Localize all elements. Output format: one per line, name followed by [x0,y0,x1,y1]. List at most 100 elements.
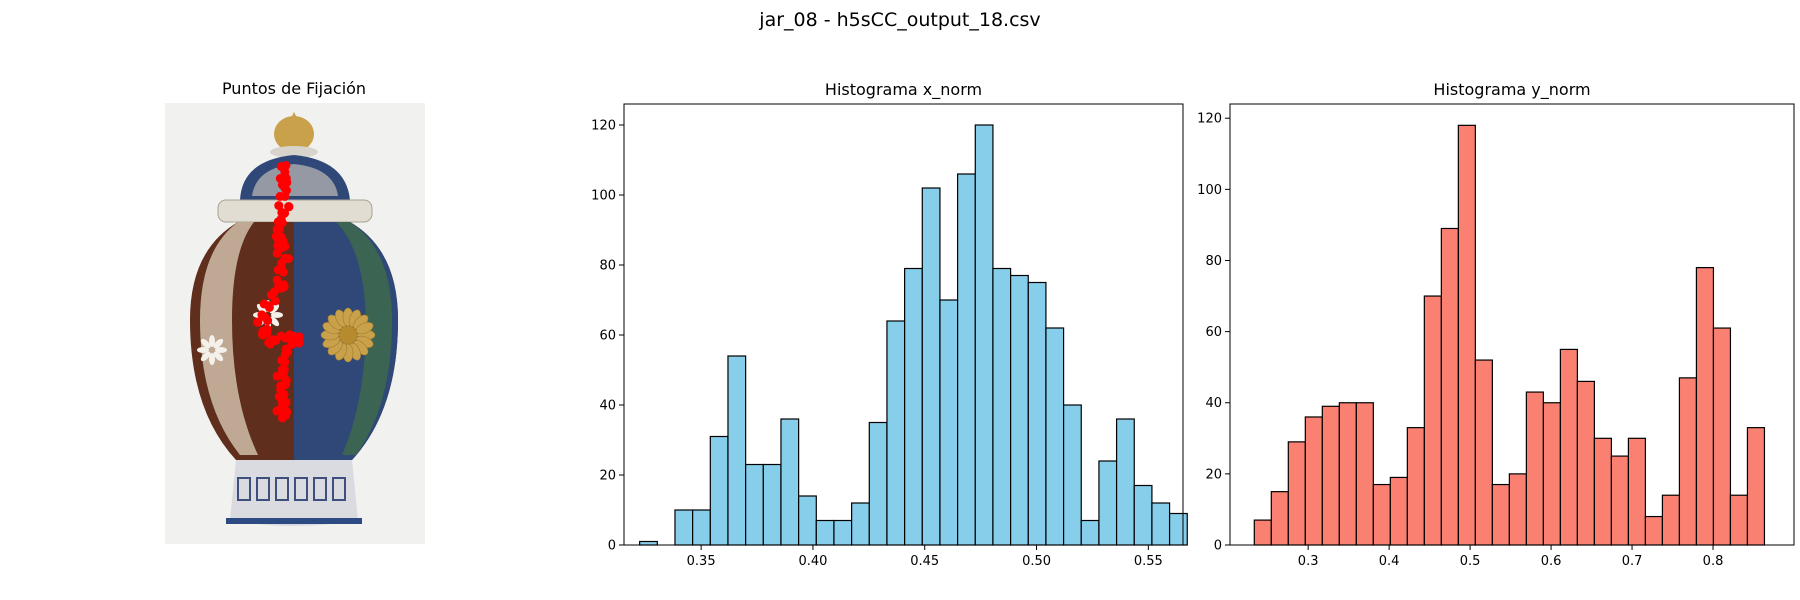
x-tick-label: 0.8 [1703,554,1724,569]
fixation-point [274,201,284,211]
histogram-bar [1151,502,1171,546]
histogram-x-norm: Histograma x_norm 0.35 0.40 0.45 0.50 0.55 0 20… [591,80,1188,569]
y-tick-label: 120 [1197,112,1222,127]
fixation-point [281,410,291,420]
histogram-bar [1440,227,1459,546]
histogram-bar [851,502,870,546]
histogram-bar [762,463,782,546]
histogram-bar [1389,476,1408,546]
histogram-bar [1559,348,1578,546]
histogram-bar [1508,473,1527,546]
y-tick-label: 60 [599,329,616,344]
x-tick-label: 0.5 [1460,554,1481,569]
histogram-bar [1406,427,1425,546]
histogram-bar [974,124,994,546]
histogram-bar [1474,359,1493,546]
fixation-point [276,331,286,341]
y-tick-label: 0 [608,539,616,554]
y-tick-label: 20 [1205,467,1222,482]
image-panel-title: Puntos de Fijación [222,79,366,98]
x-tick-label: 0.55 [1134,554,1163,569]
chart-title-histograma-y-norm: Histograma y_norm [1433,80,1590,100]
histogram-bar [780,418,800,546]
histogram-bar [992,267,1012,546]
histogram-bar [1678,377,1698,546]
y-tick-label: 20 [599,469,616,484]
fixation-point [284,254,293,264]
histogram-bar [921,187,941,546]
y-tick-label: 80 [599,259,616,274]
x-tick-label: 0.7 [1622,554,1643,569]
y-tick-label: 80 [1205,254,1222,269]
histogram-bar [886,320,906,546]
histogram-bar [1627,437,1647,546]
y-tick-label: 0 [1214,539,1222,554]
histogram-bar [868,421,888,546]
fixation-point [272,371,282,381]
x-tick-label: 0.3 [1298,554,1319,569]
x-tick-label: 0.50 [1022,554,1051,569]
histogram-bar [1525,391,1544,546]
fixation-point [253,317,263,327]
histogram-bar [674,509,694,546]
histogram-bar [1304,416,1323,546]
x-tick-label: 0.45 [910,554,939,569]
histogram-bar [727,355,747,546]
histogram-bar [904,267,923,546]
image-panel: Puntos de Fijación [165,79,425,544]
fixation-point [258,329,268,339]
histogram-bar [1287,441,1306,546]
histogram-bar [1661,494,1681,546]
fixation-point [272,406,282,416]
x-tick-label: 0.6 [1541,554,1562,569]
x-tick-label: 0.40 [798,554,827,569]
figure-suptitle: jar_08 - h5sCC_output_18.csv [758,9,1040,31]
histogram-bar [1133,484,1153,546]
histogram-bar [1372,483,1391,546]
histogram-bar [1009,274,1029,546]
histogram-bar [1355,402,1374,546]
histogram-bar [692,509,711,546]
histogram-bar [1712,327,1732,546]
histogram-bar [1457,124,1476,546]
histogram-bar [798,495,817,546]
histogram-bar [1542,402,1561,546]
histogram-bar [1610,455,1630,546]
histogram-bar [1027,281,1047,546]
histogram-bar [745,463,764,546]
histogram-bar [1423,295,1442,546]
histogram-bar [1729,494,1749,546]
fixation-point [284,202,294,211]
histogram-bar [1062,404,1082,546]
fixation-point [274,224,284,234]
x-tick-label: 0.4 [1379,554,1400,569]
fixation-point [278,267,288,277]
histogram-bar [1491,483,1510,546]
histogram-bar [1080,519,1100,546]
histogram-bar [1746,427,1766,546]
fixation-point [275,191,285,201]
y-tick-label: 100 [1197,183,1222,198]
histogram-bar [1695,267,1715,546]
histogram-bar [815,519,835,546]
histogram-bar [957,173,976,546]
x-tick-label: 0.35 [687,554,716,569]
histogram-bar [1045,327,1065,546]
histogram-bar [639,540,658,546]
axes-frame [1229,103,1795,546]
histogram-bar [1270,491,1289,546]
y-tick-label: 120 [591,119,616,134]
chart-title-histograma-x-norm: Histograma x_norm [825,80,982,100]
histogram-bar [833,519,853,546]
histogram-y-norm: Histograma y_norm 0.3 0.4 0.5 0.6 0.7 0.8 0 20 40… [1197,80,1795,569]
y-tick-label: 60 [1205,325,1222,340]
fixation-point [270,296,280,306]
y-tick-label: 40 [599,399,616,414]
histogram-bar [709,435,729,546]
histogram-bar [1644,515,1664,546]
histogram-bar [1253,519,1272,546]
fixation-points [253,161,304,423]
fixation-point [280,357,290,367]
histogram-bar [1168,512,1188,546]
histogram-bar [939,299,959,546]
